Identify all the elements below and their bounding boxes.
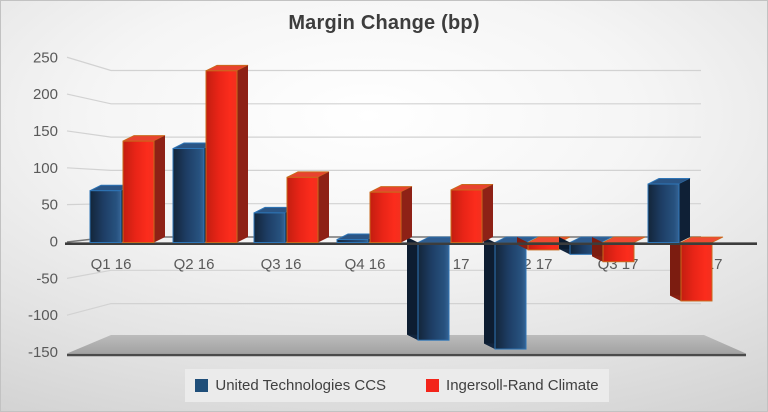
- x-category-label: Q4 16: [345, 256, 386, 273]
- bar-front-face: [253, 212, 286, 243]
- bar-front-face: [336, 239, 369, 243]
- y-tick-label: 100: [33, 160, 58, 177]
- y-tick-label: -50: [36, 270, 58, 287]
- bar-front-face: [369, 191, 402, 243]
- y-tick-label: 0: [50, 234, 58, 251]
- bar-front-face: [494, 242, 527, 350]
- y-tick-label: 200: [33, 86, 58, 103]
- bar-front-face: [172, 148, 205, 244]
- y-tick-label: -100: [28, 307, 58, 324]
- legend-label-utc: United Technologies CCS: [215, 377, 387, 394]
- bar-front-face: [205, 70, 238, 243]
- y-tick-label: -150: [28, 344, 58, 361]
- y-axis-labels: 250 200 150 100 50 0 -50 -100 -150: [28, 49, 58, 361]
- bar-front-face: [122, 140, 155, 243]
- x-category-label: Q3 16: [261, 256, 302, 273]
- legend-item-utc: United Technologies CCS: [195, 377, 386, 394]
- bar-side-face: [484, 237, 495, 350]
- bar-side-face: [679, 178, 690, 243]
- gridline: [66, 93, 701, 105]
- x-category-label: Q1 16: [91, 256, 132, 273]
- gridline: [66, 303, 701, 316]
- bar-side-face: [401, 186, 412, 243]
- chart-floor: [67, 335, 746, 357]
- bar-side-face: [237, 65, 248, 243]
- bar-front-face: [647, 183, 680, 243]
- chart-title: Margin Change (bp): [288, 12, 480, 34]
- y-tick-label: 250: [33, 49, 58, 66]
- bar-side-face: [154, 135, 165, 243]
- legend: United Technologies CCS Ingersoll-Rand C…: [185, 369, 609, 402]
- bar-front-face: [89, 190, 122, 243]
- gridline: [66, 167, 701, 171]
- bar-front-face: [680, 242, 713, 302]
- floor-face: [67, 335, 746, 354]
- bar-side-face: [670, 237, 681, 301]
- gridline: [66, 56, 701, 72]
- bar-front-face: [602, 242, 635, 263]
- legend-swatch-red-icon: [426, 379, 440, 392]
- legend-swatch-blue-icon: [195, 379, 209, 392]
- y-tick-label: 50: [41, 197, 58, 214]
- bar-side-face: [407, 237, 418, 341]
- bar-front-face: [417, 242, 450, 341]
- bars-negative: [407, 236, 724, 350]
- y-tick-label: 150: [33, 123, 58, 140]
- gridline: [66, 130, 701, 138]
- bar-side-face: [318, 171, 329, 243]
- x-category-label: Q2 16: [174, 256, 215, 273]
- legend-label-ir: Ingersoll-Rand Climate: [446, 377, 599, 394]
- bars-positive: [89, 64, 691, 244]
- bar-front-face: [286, 176, 319, 244]
- legend-item-ir: Ingersoll-Rand Climate: [426, 377, 599, 394]
- bar-front-face: [450, 189, 483, 244]
- bar-side-face: [482, 184, 493, 243]
